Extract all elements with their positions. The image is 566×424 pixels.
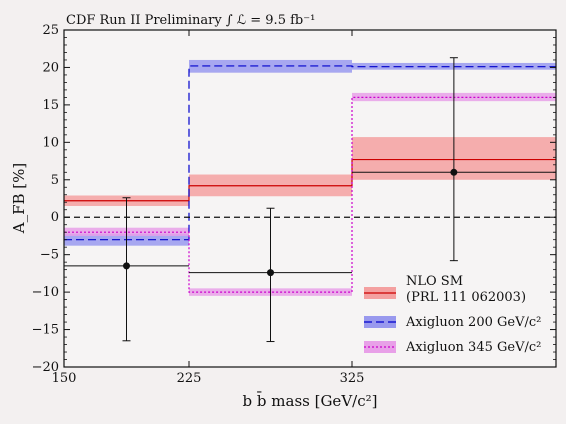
plot-frame (63, 29, 557, 368)
x-axis-label: b b̄ mass [GeV/c²] (243, 392, 378, 410)
y-tick-label--10: −10 (32, 285, 59, 300)
y-tick-label-0: 0 (51, 210, 59, 225)
y-axis-label: A_FB [%] (10, 163, 28, 235)
data-points (64, 57, 556, 343)
data-point-0 (123, 262, 130, 270)
x-tick-label-150: 150 (52, 371, 77, 386)
y-tick-label-25: 25 (42, 23, 59, 38)
y-tick-label-15: 15 (42, 98, 59, 113)
y-tick-label-10: 10 (42, 135, 59, 150)
x-tick-label-325: 325 (340, 371, 365, 386)
x-axis-ticks: 150 225 325 (52, 30, 365, 386)
line-series-1 (64, 65, 556, 241)
legend-label-2: Axigluon 345 GeV/c² (405, 340, 541, 355)
y-axis-ticks: −20 −15 −10 −5 0 5 10 15 20 25 (32, 23, 556, 375)
y-tick-label--15: −15 (32, 323, 59, 338)
prediction-lines (64, 65, 556, 293)
data-point-2 (450, 168, 458, 176)
legend-label-1: Axigluon 200 GeV/c² (405, 315, 541, 330)
chart-title: CDF Run II Preliminary ∫ ℒ = 9.5 fb⁻¹ (66, 13, 315, 28)
data-point-1 (267, 269, 274, 277)
legend: NLO SM(PRL 111 062003) Axigluon 200 GeV/c… (364, 274, 541, 355)
line-series-0 (64, 158, 556, 202)
y-tick-label--20: −20 (32, 360, 59, 375)
legend-label-0: NLO SM (406, 274, 463, 289)
band-series-1-bin-1 (189, 59, 352, 73)
line-series-2 (64, 96, 556, 293)
y-tick-label-5: 5 (51, 173, 59, 188)
x-tick-label-225: 225 (177, 371, 202, 386)
y-tick-label--5: −5 (40, 248, 59, 263)
legend-label-0: (PRL 111 062003) (406, 290, 526, 305)
y-tick-label-20: 20 (42, 60, 59, 75)
